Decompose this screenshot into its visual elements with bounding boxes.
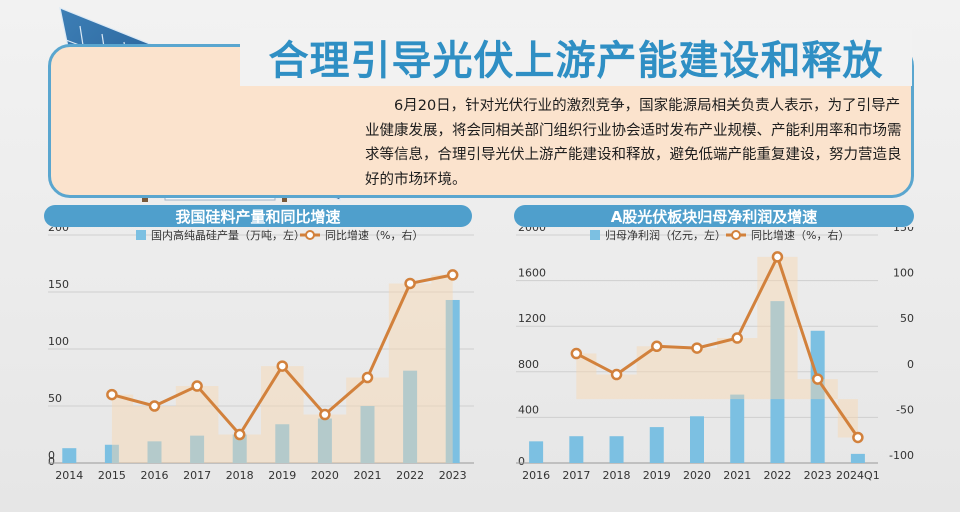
x-tick-label: 2016 [522,469,550,482]
x-tick-label: 2022 [763,469,791,482]
y-right-tick-label: 0 [907,358,914,371]
y-left-tick-label: 1200 [518,312,546,325]
growth-point [731,332,743,344]
growth-point [148,400,161,412]
x-tick-label: 2018 [226,469,254,482]
x-tick-label: 2022 [396,469,424,482]
pv-profit-chart: 400 800 1200 1600 2000 0 -100 -50 0 50 100 150 2016 2… [516,227,914,482]
growth-point [610,368,623,381]
bar [232,434,247,463]
x-tick-label: 2014 [55,469,83,482]
growth-point [691,342,703,354]
growth-point [651,340,663,353]
bar [569,436,584,463]
bar [609,436,624,463]
x-tick-label: 2015 [98,469,126,482]
legend-bar-label: 归母净利润（亿元，左） [605,228,726,242]
bar [275,424,290,463]
silicon-production-chart: 0501001502000204060802014201520162017201… [48,227,474,482]
legend-line-marker [731,230,741,240]
bar [850,453,865,463]
growth-point [404,277,416,290]
bar [690,416,704,463]
x-tick-label: 2018 [603,469,631,482]
y-left-tick-label: 0 [48,449,55,462]
growth-point [233,428,246,441]
bar [104,444,119,463]
x-tick-label: 2017 [183,469,211,482]
growth-line [575,252,860,439]
y-left-tick-label: 1600 [518,267,546,280]
bar [403,370,418,463]
x-tick-label: 2019 [268,469,296,482]
legend-line-label: 同比增速（%，右） [751,228,849,242]
legend-line-label: 同比增速（%，右） [325,228,423,242]
y-left-tick-label: 100 [48,335,69,348]
bar [770,301,785,463]
x-tick-label: 2016 [141,469,169,482]
y-right-tick-label: 150 [893,227,914,234]
x-tick-label: 2023 [804,469,832,482]
y-right-tick-label: -100 [889,449,914,462]
y-left-tick-label: 150 [48,278,69,291]
x-tick-label: 2020 [311,469,339,482]
bar [62,448,77,463]
left-chart-title: 我国硅料产量和同比增速 [44,205,472,227]
x-tick-label: 2020 [683,469,711,482]
y-right-tick-label: 50 [900,312,914,325]
bar [445,299,460,463]
growth-point [811,373,824,385]
y-left-tick-label: 0 [48,455,55,468]
page-title: 合理引导光伏上游产能建设和释放 [240,28,912,86]
x-tick-label: 2019 [643,469,671,482]
x-tick-label: 2023 [439,469,467,482]
x-tick-label: 2021 [723,469,751,482]
y-left-tick-label: 800 [518,358,539,371]
bar [730,394,745,463]
y-left-tick-label: 400 [518,403,539,416]
y-left-tick-label: 0 [518,455,525,468]
legend-bar-label: 国内高纯晶硅产量（万吨，左） [151,228,305,242]
y-left-tick-label: 200 [48,227,69,234]
y-left-tick-label: 2000 [518,227,546,234]
bar [317,418,332,463]
growth-point [106,388,118,401]
bar [649,427,664,463]
growth-point [361,371,374,384]
growth-point [319,408,331,421]
growth-point [191,380,203,392]
growth-point [570,347,583,360]
legend-line-marker [305,230,315,240]
x-tick-label: 2024Q1 [836,469,880,482]
bar [360,406,375,463]
growth-point [852,431,864,444]
bar [190,435,205,463]
growth-point [276,360,289,372]
legend-bar-swatch [590,230,600,240]
growth-point [771,251,784,263]
right-chart-title: A股光伏板块归母净利润及增速 [514,205,914,227]
bar [529,441,544,463]
bar [147,441,162,463]
x-tick-label: 2017 [562,469,590,482]
legend-bar-swatch [136,230,146,240]
y-right-tick-label: -50 [896,403,914,416]
x-tick-label: 2021 [354,469,382,482]
growth-point [446,269,459,281]
summary-text: 6月20日，针对光伏行业的激烈竞争，国家能源局相关负责人表示，为了引导产业健康发… [365,98,902,188]
y-right-tick-label: 100 [893,267,914,280]
y-left-tick-label: 50 [48,392,62,405]
